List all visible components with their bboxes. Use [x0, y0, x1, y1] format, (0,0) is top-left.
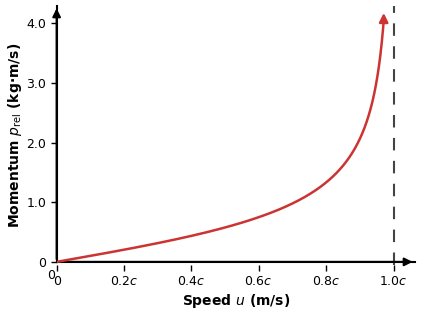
Text: 0: 0: [48, 269, 56, 282]
X-axis label: Speed $\it{u}$ (m/s): Speed $\it{u}$ (m/s): [182, 292, 290, 310]
Y-axis label: Momentum $\it{p}_{\rm rel}$ (kg·m/s): Momentum $\it{p}_{\rm rel}$ (kg·m/s): [5, 43, 24, 228]
